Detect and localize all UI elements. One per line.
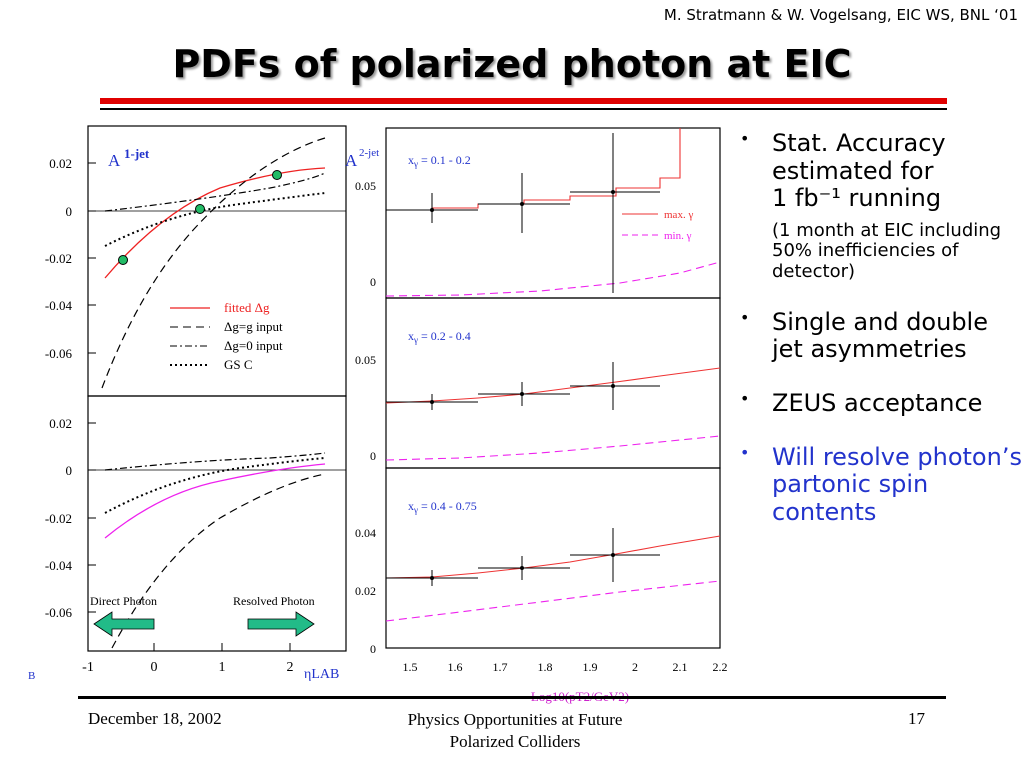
- right-xtick: 1.7: [493, 660, 508, 674]
- top-label-sup: 1-jet: [124, 146, 150, 161]
- bottom-ytick: -0.06: [45, 605, 73, 620]
- footer-page-number: 17: [908, 709, 925, 728]
- panel-2-min-histogram: [385, 435, 721, 461]
- x-axis-label: ηLAB: [304, 667, 339, 682]
- panel-1-max-histogram: [386, 128, 681, 211]
- right-label-sup: 2-jet: [359, 147, 379, 159]
- bottom-panel-frame: [87, 395, 347, 652]
- right-label-a: A: [345, 151, 358, 170]
- legend-max: max. γ: [664, 209, 693, 221]
- top-label-a: A: [108, 151, 121, 170]
- header-credit: M. Stratmann & W. Vogelsang, EIC WS, BNL…: [663, 6, 1018, 24]
- bullet-resolve: • Will resolve photon’s partonic spin con…: [740, 442, 1022, 526]
- data-marker: [195, 204, 205, 214]
- footer-rule: [78, 696, 946, 699]
- xtick: 2: [287, 660, 294, 675]
- gsc-curve-bottom: [104, 457, 326, 514]
- panel-3-ytick: 0: [370, 642, 376, 656]
- top-ytick: -0.04: [45, 298, 73, 313]
- legend-gsc: GS C: [224, 357, 253, 372]
- xtick: 0: [151, 660, 158, 675]
- panel-2-range: xγ = 0.2 - 0.4: [408, 329, 471, 345]
- right-xtick: 1.6: [448, 660, 463, 674]
- bottom-ytick: 0.02: [49, 416, 72, 431]
- legend-dg-g: Δg=g input: [224, 319, 283, 334]
- panel-1-range: xγ = 0.1 - 0.2: [408, 153, 471, 169]
- dijet-asymmetry-plot: A 2-jet xγ = 0.1 - 0.2 0.05 0 max. γ min…: [345, 127, 728, 704]
- panel-1-ytick: 0: [370, 275, 376, 289]
- legend-fitted: fitted Δg: [224, 300, 270, 315]
- panel-1-ytick: 0.05: [355, 179, 376, 193]
- top-ytick: 0: [66, 204, 73, 219]
- title-rule-black: [100, 108, 947, 110]
- xtick: -1: [82, 660, 94, 675]
- bullet-stat-accuracy: • Stat. Accuracy estimated for 1 fb⁻¹ ru…: [740, 129, 946, 213]
- panel-3-min-histogram: [385, 580, 721, 622]
- bottom-ytick: 0: [66, 463, 73, 478]
- single-jet-asymmetry-plot: 0.02 0 -0.02 -0.04 -0.06 0.02 0 -0.02 -0…: [28, 125, 347, 682]
- top-ytick: 0.02: [49, 156, 72, 171]
- fitted-dg-curve: [104, 167, 326, 279]
- dg-equal-g-curve-bottom: [111, 473, 326, 649]
- legend-min: min. γ: [664, 230, 692, 242]
- right-xtick: 1.5: [403, 660, 418, 674]
- dg-zero-curve: [104, 172, 326, 212]
- xtick: 1: [219, 660, 226, 675]
- panel-3-ytick: 0.04: [355, 526, 376, 540]
- footer-title: Physics Opportunities at Future Polarize…: [407, 710, 623, 752]
- panel-2-max-histogram: [385, 367, 721, 404]
- bottom-ytick: -0.04: [45, 558, 73, 573]
- direct-photon-arrow: [93, 611, 155, 637]
- bullet-note: (1 month at EIC including 50% inefficien…: [772, 219, 1002, 283]
- panel-1-min-histogram: [385, 261, 721, 297]
- gsc-curve: [104, 192, 326, 247]
- title-rule-red: [100, 98, 947, 104]
- panel-2-ytick: 0: [370, 449, 376, 463]
- fitted-dg-curve-bottom: [104, 463, 326, 539]
- right-xtick: 1.9: [583, 660, 598, 674]
- bullet-list: • Stat. Accuracy estimated for 1 fb⁻¹ ru…: [740, 129, 1024, 526]
- top-ytick: -0.02: [45, 251, 72, 266]
- right-xtick: 2.2: [713, 660, 728, 674]
- panel-3-max-histogram: [385, 535, 721, 579]
- panel-2-ytick: 0.05: [355, 353, 376, 367]
- slide-title: PDFs of polarized photon at EIC: [172, 42, 852, 86]
- right-xtick: 1.8: [538, 660, 553, 674]
- panel-2-frame: [385, 297, 721, 469]
- panel-3-ytick: 0.02: [355, 584, 376, 598]
- bullet-asymmetries: • Single and double jet asymmetries: [740, 307, 988, 364]
- bullet-zeus: • ZEUS acceptance: [740, 389, 983, 418]
- footer-date: December 18, 2002: [88, 709, 222, 728]
- legend-dg-0: Δg=0 input: [224, 338, 283, 353]
- panel-3-frame: [385, 467, 721, 649]
- data-marker: [272, 170, 282, 180]
- dg-equal-g-curve: [101, 137, 326, 389]
- right-xtick: 2.1: [673, 660, 688, 674]
- right-xtick: 2: [632, 660, 638, 674]
- bottom-ytick: -0.02: [45, 511, 72, 526]
- top-ytick: -0.06: [45, 346, 73, 361]
- resolved-photon-arrow: [247, 611, 315, 637]
- data-marker: [118, 255, 128, 265]
- panel-3-range: xγ = 0.4 - 0.75: [408, 499, 477, 515]
- corner-label: B: [28, 670, 35, 682]
- direct-photon-label: Direct Photon: [90, 594, 157, 608]
- resolved-photon-label: Resolved Photon: [233, 594, 315, 608]
